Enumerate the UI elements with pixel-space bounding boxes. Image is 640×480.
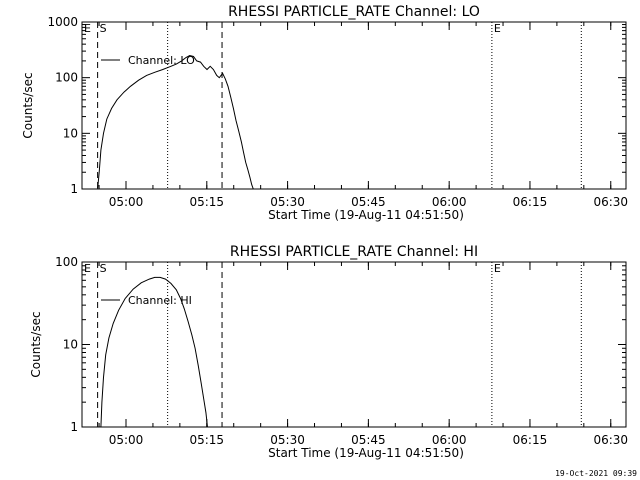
marker-label: E [84,262,91,275]
timestamp-label: 19-Oct-2021 09:39 [555,469,637,478]
marker-label: E [494,262,501,275]
x-axis-label: Start Time (19-Aug-11 04:51:50) [268,446,464,460]
x-tick-label: 06:15 [513,433,548,447]
marker-label: S [100,262,107,275]
marker-label: E [84,22,91,35]
y-tick-label: 10 [63,338,78,352]
y-axis-label: Counts/sec [21,72,35,138]
chart-panel-lo: RHESSI PARTICLE_RATE Channel: LO Start Ti… [21,4,628,222]
x-tick-label: 06:15 [513,195,548,209]
marker-label: S [100,22,107,35]
y-tick-label: 1 [70,182,78,196]
plot-frame [81,21,627,190]
y-tick-label: 10 [63,126,78,140]
y-tick-label: 100 [55,71,78,85]
x-tick-label: 06:30 [593,195,628,209]
x-tick-label: 05:00 [109,433,144,447]
y-tick-label: 1000 [47,15,78,29]
marker-label: E [494,22,501,35]
y-tick-label: 1 [70,420,78,434]
x-tick-label: 05:30 [270,433,305,447]
y-tick-label: 100 [55,255,78,269]
chart-panel-hi: RHESSI PARTICLE_RATE Channel: HI Start Ti… [29,244,628,460]
x-tick-label: 05:45 [351,433,386,447]
x-tick-label: 05:00 [109,195,144,209]
x-tick-label: 05:30 [270,195,305,209]
plot-frame [81,261,627,428]
y-axis-label: Counts/sec [29,311,43,377]
x-tick-label: 05:15 [189,195,224,209]
series-line [100,276,208,428]
x-axis-label: Start Time (19-Aug-11 04:51:50) [268,208,464,222]
series-line [97,54,254,190]
x-tick-label: 05:15 [189,433,224,447]
x-tick-label: 05:45 [351,195,386,209]
x-tick-label: 06:00 [432,433,467,447]
legend-label: Channel: HI [128,294,192,307]
chart-title: RHESSI PARTICLE_RATE Channel: LO [228,4,480,20]
x-tick-label: 06:00 [432,195,467,209]
x-tick-label: 06:30 [593,433,628,447]
chart-title: RHESSI PARTICLE_RATE Channel: HI [230,244,478,260]
legend-label: Channel: LO [128,54,195,67]
